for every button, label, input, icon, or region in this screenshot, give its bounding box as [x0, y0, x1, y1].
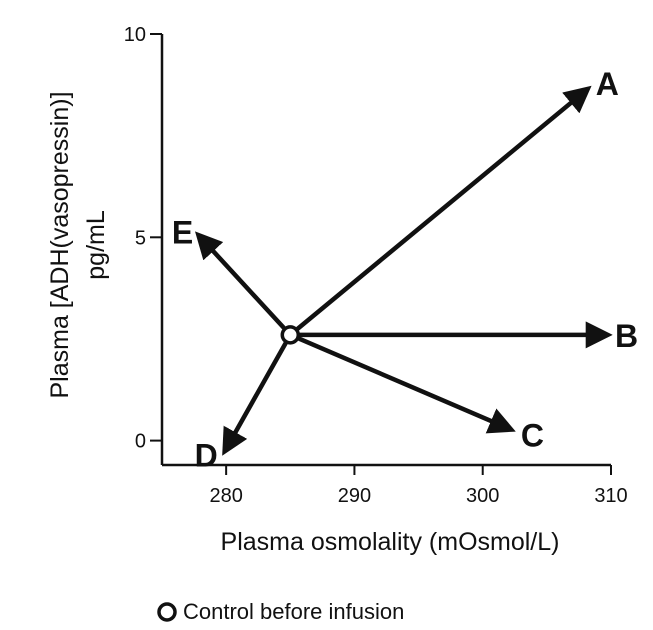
y-axis-ticks: 0 5 10: [124, 24, 162, 453]
control-marker: [280, 325, 301, 345]
point-label-e: E: [172, 214, 193, 250]
legend-text: Control before infusion: [183, 599, 404, 624]
y-tick-label: 10: [124, 24, 146, 46]
y-tick-label: 5: [135, 227, 146, 249]
x-axis-title: Plasma osmolality (mOsmol/L): [221, 528, 560, 556]
y-axis-title: Plasma [ADH(vasopressin)] pg/mL: [46, 91, 110, 398]
legend: Control before infusion: [157, 599, 404, 624]
legend-marker: [157, 602, 177, 622]
x-tick-label: 300: [466, 485, 499, 507]
y-tick-label: 0: [135, 431, 146, 453]
y-axis-title-line-2: pg/mL: [82, 210, 110, 280]
arrow-c: [297, 336, 516, 434]
arrow-e: [195, 231, 286, 330]
point-label-a: A: [596, 66, 619, 102]
point-label-d: D: [195, 438, 218, 474]
x-tick-label: 280: [209, 485, 242, 507]
arrows-group: [195, 85, 613, 456]
arrow-a: [295, 85, 592, 331]
x-tick-label: 290: [338, 485, 371, 507]
point-labels-group: A B C D E: [172, 66, 638, 474]
x-axis-ticks: 280 290 300 310: [209, 465, 628, 507]
point-label-b: B: [615, 318, 638, 354]
arrow-d: [222, 341, 288, 456]
x-tick-label: 310: [594, 485, 627, 507]
point-label-c: C: [521, 417, 544, 453]
y-axis-title-line-1: Plasma [ADH(vasopressin)]: [46, 91, 74, 398]
